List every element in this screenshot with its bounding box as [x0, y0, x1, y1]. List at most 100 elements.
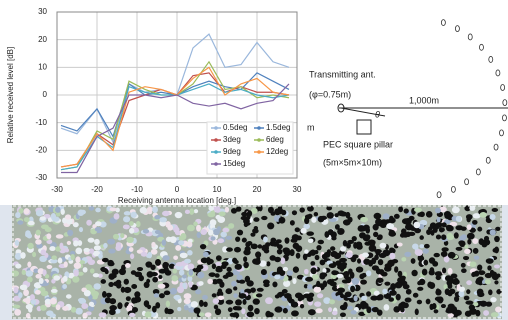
legend-marker [214, 162, 218, 166]
noise-dot [314, 212, 318, 216]
noise-dot [75, 248, 82, 255]
noise-dot [467, 233, 475, 240]
noise-dot [44, 253, 48, 258]
noise-dot [74, 270, 79, 277]
noise-dot [56, 234, 64, 238]
noise-dot [88, 238, 95, 243]
noise-dot [107, 239, 115, 245]
noise-dot [291, 310, 299, 316]
noise-dot [376, 278, 383, 283]
x-tick-label: 0 [175, 185, 180, 194]
noise-dot [102, 291, 107, 298]
noise-dot [191, 301, 199, 308]
legend-label: 0.5deg [223, 123, 247, 132]
noise-dot [463, 256, 469, 260]
noise-dot [71, 254, 75, 260]
noise-dot [413, 222, 420, 229]
noise-dot [394, 266, 398, 273]
noise-dot [123, 224, 130, 229]
noise-dot [461, 268, 467, 273]
noise-dot [93, 283, 100, 289]
noise-dot [129, 247, 134, 252]
noise-dot [444, 211, 451, 218]
noise-dot [148, 210, 153, 214]
noise-dot [233, 293, 237, 298]
noise-dot [35, 239, 42, 244]
noise-dot [441, 247, 448, 252]
noise-dot [304, 269, 309, 275]
noise-dot [131, 270, 136, 275]
noise-dot [385, 263, 393, 268]
x-axis-label: Receiving antenna location [deg.] [118, 196, 236, 205]
noise-dot [308, 238, 314, 243]
noise-dot [263, 236, 268, 242]
noise-dot [388, 217, 395, 223]
noise-dot [250, 233, 255, 237]
noise-dot [371, 242, 375, 246]
noise-dot [93, 273, 100, 277]
y-tick-label: -30 [35, 173, 47, 182]
noise-dot [374, 213, 382, 220]
noise-dot [107, 260, 113, 265]
noise-dot [366, 270, 372, 276]
noise-dot [317, 293, 323, 298]
noise-dot [383, 213, 390, 219]
noise-dot [210, 219, 217, 226]
noise-dot [279, 217, 286, 224]
noise-dot [482, 242, 488, 248]
noise-dot [236, 275, 242, 281]
noise-dot [471, 272, 475, 277]
noise-dot [108, 249, 115, 254]
noise-dot [41, 290, 49, 296]
noise-dot [342, 212, 348, 216]
noise-dot [26, 270, 33, 277]
noise-dot [233, 286, 237, 290]
receiver [502, 115, 506, 121]
noise-dot [27, 261, 31, 267]
noise-dot [31, 299, 36, 304]
noise-dot [456, 247, 463, 251]
noise-dot [241, 308, 245, 314]
legend-marker [214, 138, 218, 142]
noise-dot [366, 306, 371, 313]
noise-dot [101, 279, 107, 284]
noise-dot [24, 208, 30, 214]
noise-dot [219, 211, 226, 216]
noise-dot [322, 268, 326, 273]
noise-dot [226, 267, 231, 272]
noise-dot [27, 243, 33, 249]
noise-dot [124, 287, 131, 293]
noise-dot [345, 292, 352, 298]
noise-dot [300, 228, 306, 234]
noise-dot [466, 289, 470, 294]
x-tick-label: 20 [253, 185, 262, 194]
noise-dot [492, 208, 498, 212]
noise-dot [35, 290, 41, 295]
noise-dot [170, 288, 177, 295]
noise-dot [437, 217, 441, 223]
noise-dot [314, 301, 321, 307]
noise-dot [195, 289, 201, 294]
noise-dot [328, 307, 332, 312]
noise-dot [346, 252, 353, 258]
noise-dot [163, 262, 169, 267]
noise-dot [14, 309, 21, 316]
noise-dot [24, 217, 30, 222]
noise-dot [307, 206, 314, 212]
noise-dot [235, 299, 242, 305]
noise-dot [308, 309, 316, 315]
noise-dot [203, 301, 208, 307]
noise-dot [339, 258, 347, 262]
noise-dot [208, 229, 213, 235]
noise-dot [318, 240, 324, 245]
noise-dot [40, 216, 46, 220]
noise-dot [445, 309, 453, 313]
pillar [357, 120, 371, 134]
noise-dot [465, 311, 472, 317]
noise-dot [164, 291, 171, 296]
x-tick-label: -30 [51, 185, 63, 194]
noise-dot [89, 248, 94, 253]
noise-dot [103, 243, 108, 248]
diameter-label: (φ=0.75m) [309, 89, 351, 99]
noise-dot [86, 220, 92, 226]
